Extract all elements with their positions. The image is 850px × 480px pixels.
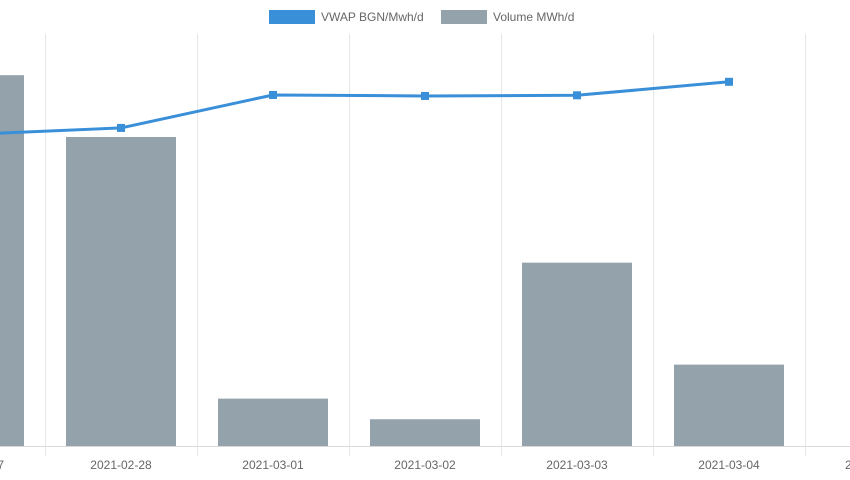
vwap-point bbox=[117, 123, 125, 132]
vwap-line-group bbox=[0, 77, 733, 135]
x-tick-label: 2021-03-04 bbox=[698, 458, 760, 472]
x-tick-label: 2021-02-28 bbox=[90, 458, 152, 472]
volume-bar bbox=[522, 262, 632, 446]
volume-bar bbox=[218, 398, 328, 446]
legend: VWAP BGN/Mwh/d Volume MWh/d bbox=[0, 7, 850, 27]
legend-swatch-volume bbox=[441, 10, 487, 24]
legend-label-volume: Volume MWh/d bbox=[493, 10, 575, 24]
vwap-point bbox=[573, 91, 581, 100]
legend-item-vwap[interactable]: VWAP BGN/Mwh/d bbox=[269, 7, 424, 27]
volume-bar bbox=[370, 419, 480, 446]
vwap-point bbox=[421, 91, 429, 100]
vwap-point bbox=[725, 77, 733, 86]
legend-item-volume[interactable]: Volume MWh/d bbox=[441, 7, 574, 27]
vwap-line bbox=[0, 80, 730, 135]
volume-bar bbox=[66, 137, 176, 446]
vwap-point bbox=[269, 90, 277, 99]
grid-lines bbox=[0, 34, 850, 456]
x-tick-label: 2021-03-01 bbox=[242, 458, 304, 472]
x-tick-label: 7 bbox=[0, 458, 4, 472]
x-tick-label: 2 bbox=[845, 458, 850, 472]
volume-bar bbox=[674, 364, 784, 446]
x-tick-label: 2021-03-02 bbox=[394, 458, 456, 472]
x-tick-label: 2021-03-03 bbox=[546, 458, 608, 472]
legend-label-vwap: VWAP BGN/Mwh/d bbox=[321, 10, 424, 24]
volume-bar bbox=[0, 75, 24, 446]
volume-bars bbox=[0, 75, 784, 446]
legend-swatch-vwap bbox=[269, 10, 315, 24]
x-axis: 7 2021-02-28 2021-03-01 2021-03-02 2021-03-0… bbox=[0, 458, 850, 472]
